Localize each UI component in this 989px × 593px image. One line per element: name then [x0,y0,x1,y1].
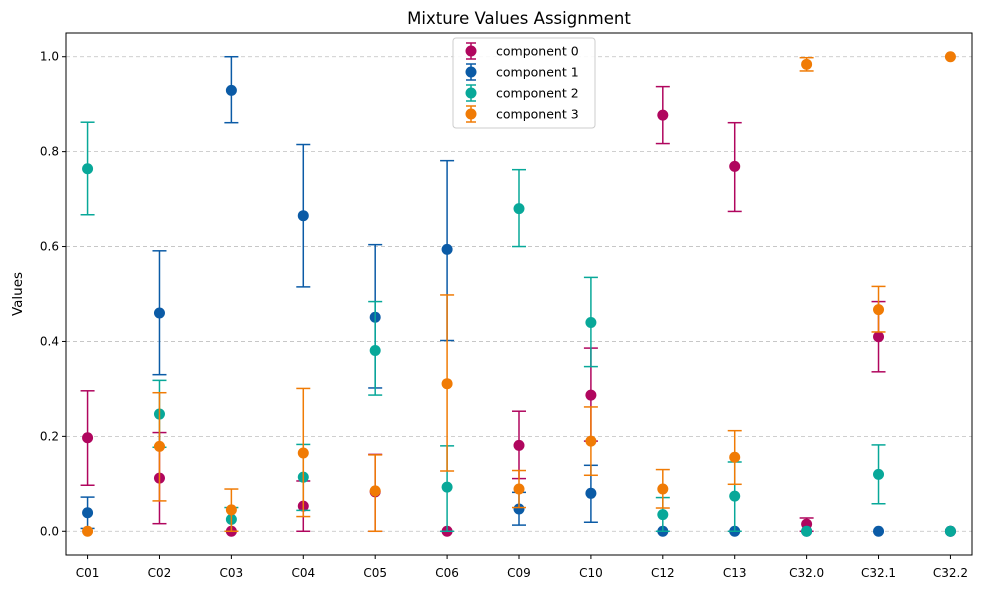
legend-marker [465,108,477,120]
data-point [801,525,813,537]
data-point [82,507,94,519]
x-tick-label: C32.0 [789,566,824,580]
data-point [585,316,597,328]
x-tick-label: C04 [291,566,315,580]
data-point [82,432,94,444]
legend-label: component 1 [496,65,579,80]
data-point [297,447,309,459]
x-tick-label: C32.1 [861,566,896,580]
data-point [513,483,525,495]
data-point [513,439,525,451]
data-point [297,210,309,222]
legend-box [452,37,596,129]
data-point [369,344,381,356]
y-tick-label: 0.8 [40,145,59,159]
data-point [944,51,956,63]
y-tick-label: 0.6 [40,240,59,254]
data-point [513,203,525,215]
legend-marker [465,87,477,99]
legend-marker [465,45,477,57]
x-tick-label: C05 [363,566,387,580]
x-tick-label: C06 [435,566,459,580]
axis-layer: 0.0 0.2 0.4 0.6 0.8 1.0 C01 C02 C03 C04 C05 C06 C09 C… [40,50,968,580]
data-point [657,509,669,521]
legend-label: component 3 [496,107,579,122]
y-tick-label: 0.4 [40,334,59,348]
data-point [441,481,453,493]
x-tick-label: C09 [507,566,531,580]
data-point [82,163,94,175]
data-point [729,160,741,172]
data-point [801,58,813,70]
data-point [729,490,741,502]
y-tick-label: 0.0 [40,524,59,538]
grid-layer [66,56,972,532]
data-point [873,525,885,537]
data-point [153,307,165,319]
data-point [585,487,597,499]
data-point [585,389,597,401]
data-point [225,84,237,96]
data-point [585,435,597,447]
data-point [441,243,453,255]
y-tick-label: 0.2 [40,429,59,443]
data-point [225,504,237,516]
data-point [369,485,381,497]
legend-label: component 0 [496,44,579,59]
data-point [873,331,885,343]
y-axis-label: Values [10,272,26,316]
data-point [729,451,741,463]
x-tick-label: C12 [651,566,675,580]
data-point [873,468,885,480]
x-tick-label: C32.2 [933,566,968,580]
data-point [82,525,94,537]
data-point [657,483,669,495]
legend: component 0 component 1 component 2 compone… [452,37,596,129]
data-point [657,109,669,121]
chart-title: Mixture Values Assignment [407,9,631,28]
legend-marker [465,66,477,78]
x-tick-label: C01 [76,566,100,580]
series-layer [80,51,956,537]
data-point [873,304,885,316]
data-point [513,503,525,515]
x-tick-label: C02 [148,566,172,580]
x-tick-label: C10 [579,566,603,580]
x-tick-label: C03 [220,566,244,580]
series-component-3 [82,51,956,537]
data-point [153,440,165,452]
y-tick-label: 1.0 [40,50,59,64]
data-point [441,378,453,390]
legend-label: component 2 [496,86,579,101]
data-point [944,525,956,537]
x-tick-label: C13 [723,566,747,580]
